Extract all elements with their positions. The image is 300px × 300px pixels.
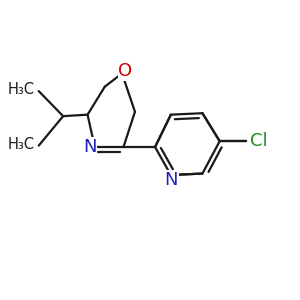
Text: H₃C: H₃C xyxy=(8,137,34,152)
Text: Cl: Cl xyxy=(250,132,267,150)
Text: O: O xyxy=(118,62,133,80)
Text: N: N xyxy=(83,138,96,156)
Text: H₃C: H₃C xyxy=(8,82,34,97)
Text: N: N xyxy=(164,171,178,189)
